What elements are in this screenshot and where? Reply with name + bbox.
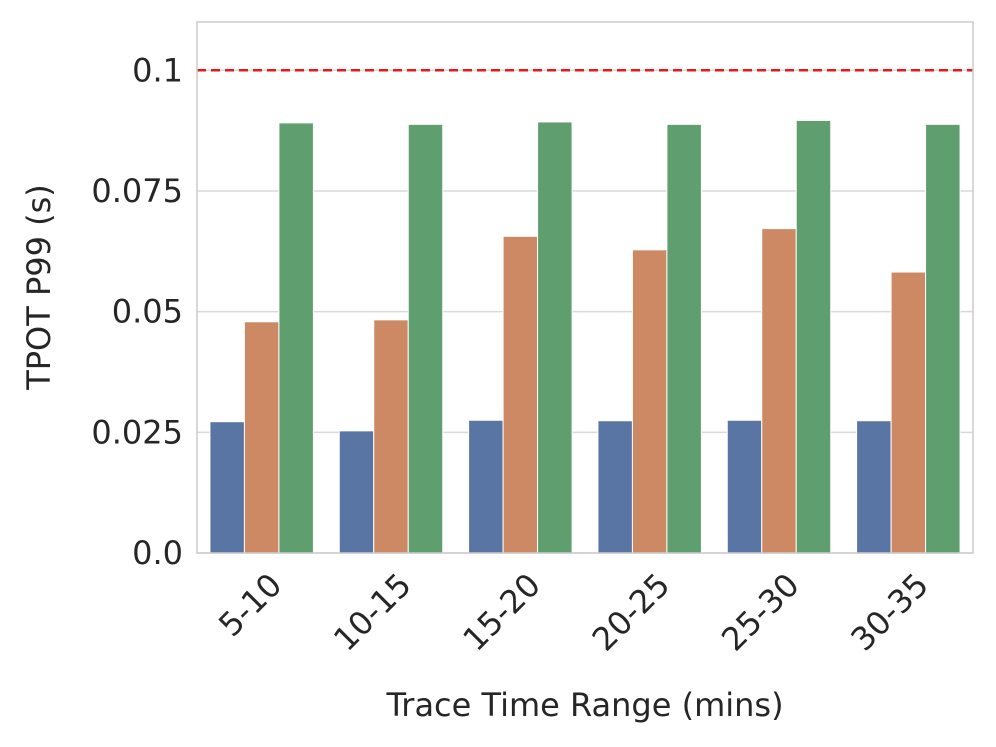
x-tick-label: 30-35 (843, 566, 936, 659)
bar-series-2 (243, 321, 280, 554)
bar-series-3 (537, 121, 573, 554)
bar-series-2 (502, 235, 539, 554)
y-tick-label: 0.1 (132, 51, 183, 89)
x-tick-label: 5-10 (211, 566, 289, 644)
y-tick-labels: 0.0 0.025 0.05 0.075 0.1 (91, 51, 183, 572)
bar-series-2 (631, 249, 668, 554)
x-tick-labels: 5-10 10-15 15-20 20-25 25-30 30-35 (211, 566, 936, 659)
x-tick-label: 25-30 (714, 566, 807, 659)
bar-series-3 (407, 123, 444, 554)
y-tick-label: 0.0 (132, 534, 183, 572)
bar-series-3 (278, 122, 314, 554)
y-tick-label: 0.075 (91, 172, 183, 210)
bar-series-1 (726, 419, 763, 554)
bar-series-3 (795, 119, 832, 554)
x-tick-label: 10-15 (326, 566, 419, 659)
bar-series-2 (373, 319, 409, 554)
x-tick-label: 20-25 (585, 566, 678, 659)
x-tick-label: 15-20 (455, 566, 548, 659)
bar-series-1 (468, 419, 504, 554)
bar-series-1 (209, 421, 245, 554)
bar-series-3 (666, 123, 702, 554)
x-axis-label: Trace Time Range (mins) (385, 686, 783, 724)
bars (209, 119, 961, 554)
bar-series-1 (338, 430, 375, 554)
bar-series-1 (856, 420, 892, 554)
bar-series-3 (925, 123, 961, 554)
bar-series-1 (597, 420, 633, 554)
y-axis-label: TPOT P99 (s) (20, 184, 58, 391)
y-tick-label: 0.025 (91, 413, 183, 451)
bar-series-2 (761, 228, 797, 554)
y-tick-label: 0.05 (112, 293, 183, 331)
bar-series-2 (890, 271, 927, 554)
plot-frame (196, 21, 974, 554)
